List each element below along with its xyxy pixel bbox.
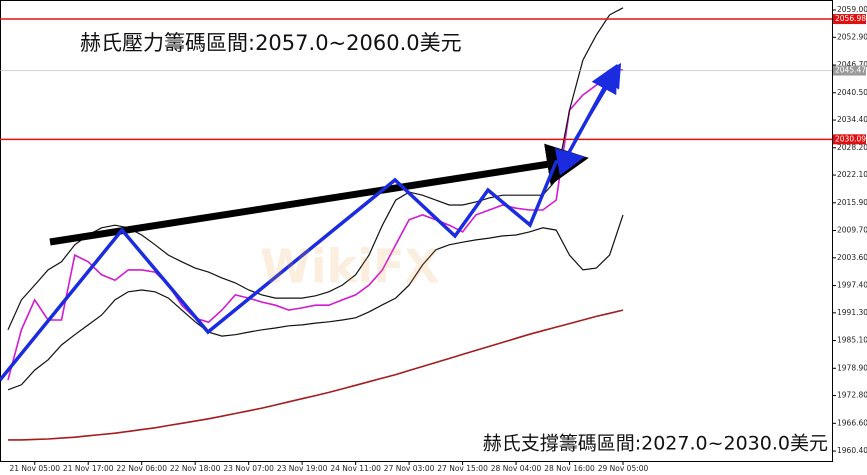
series-line: [7, 7, 624, 331]
series-line: [7, 214, 624, 391]
y-tick-label: 1978.90: [837, 363, 867, 372]
x-tick-label: 27 Nov 15:00: [437, 464, 488, 473]
y-tick-label: 2009.70: [837, 226, 867, 235]
level-label: 2030.09: [835, 134, 866, 143]
x-tick-label: 28 Nov 04:00: [491, 464, 542, 473]
level-tag: [833, 14, 866, 25]
level-tag: [833, 65, 866, 76]
y-tick-label: 2028.20: [837, 143, 867, 152]
y-tick-label: 2022.10: [837, 170, 867, 179]
level-tag: [833, 134, 866, 145]
y-tick-label: 1960.40: [837, 446, 867, 455]
trend-arrows: [0, 62, 622, 382]
y-tick-label: 1991.30: [837, 308, 867, 317]
x-tick-label: 29 Nov 05:00: [598, 464, 649, 473]
x-tick-label: 22 Nov 18:00: [170, 464, 221, 473]
black-trend-arrow: [49, 143, 589, 246]
x-tick-label: 21 Nov 05:00: [9, 464, 60, 473]
blue-wave-arrow: [0, 147, 585, 382]
y-tick-label: 1997.40: [837, 281, 867, 290]
y-tick-label: 2059.00: [837, 5, 867, 14]
annotation: 赫氏壓力籌碼區間:2057.0~2060.0美元: [80, 31, 462, 55]
x-tick-label: 24 Nov 11:00: [330, 464, 381, 473]
x-tick-label: 21 Nov 17:00: [63, 464, 114, 473]
y-tick-label: 2015.90: [837, 198, 867, 207]
series-line: [7, 69, 623, 381]
x-tick-label: 23 Nov 19:00: [277, 464, 328, 473]
y-tick-label: 2040.50: [837, 88, 867, 97]
x-tick-label: 28 Nov 16:00: [544, 464, 595, 473]
x-tick-label: 27 Nov 03:00: [384, 464, 435, 473]
y-tick-label: 1972.80: [837, 391, 867, 400]
blue-up-arrow: [573, 62, 622, 141]
y-tick-label: 1985.10: [837, 336, 867, 345]
y-tick-label: 2003.60: [837, 253, 867, 262]
level-label: 2045.47: [835, 66, 866, 75]
y-tick-label: 2034.40: [837, 115, 867, 124]
series-line: [8, 309, 624, 441]
annotation: 赫氏支撐籌碼區間:2027.0~2030.0美元: [483, 433, 828, 455]
x-tick-label: 22 Nov 06:00: [116, 464, 167, 473]
y-tick-label: 2046.70: [837, 60, 867, 69]
level-label: 2056.98: [835, 14, 866, 23]
x-tick-label: 23 Nov 07:00: [223, 464, 274, 473]
y-tick-label: 1966.60: [837, 418, 867, 427]
watermark: WikiFX: [260, 240, 440, 294]
y-tick-label: 2052.90: [837, 32, 867, 41]
marks: [0, 7, 832, 441]
